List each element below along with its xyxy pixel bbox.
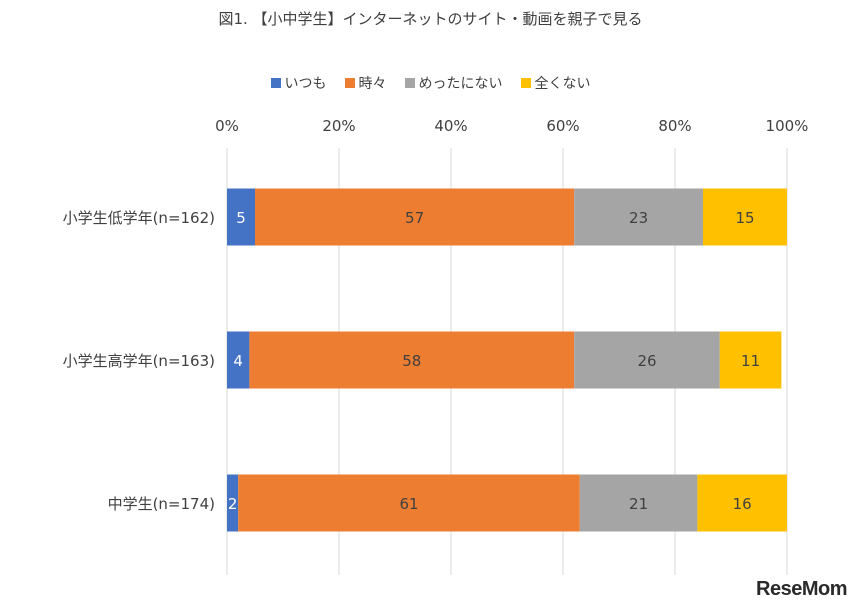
resemom-logo: ReseMom [756, 578, 847, 600]
bar-segment [255, 188, 575, 246]
legend-label: いつも [284, 76, 327, 92]
data-label: 57 [405, 209, 424, 227]
legend-item: 時々 [344, 73, 387, 93]
bar-segment [227, 188, 255, 246]
bar-segment [574, 331, 720, 389]
data-label: 11 [741, 352, 760, 370]
bar-segment [238, 474, 580, 532]
bar-segment [697, 474, 787, 532]
bar-segment [703, 188, 787, 246]
data-label: 16 [733, 495, 752, 513]
x-tick-label: 20% [322, 117, 355, 135]
bar-segment [227, 474, 239, 532]
legend-swatch [520, 78, 531, 88]
legend-label: 時々 [358, 76, 387, 92]
data-label: 5 [236, 209, 246, 227]
legend-item: めったにない [404, 73, 503, 93]
bar-segment [719, 331, 782, 389]
legend: いつも 時々 めったにない 全くない [0, 73, 861, 93]
category-label: 小学生低学年(n=162) [63, 209, 215, 227]
bar-segment [249, 331, 575, 389]
x-tick-label: 0% [215, 117, 239, 135]
category-label: 中学生(n=174) [108, 495, 215, 513]
data-label: 61 [399, 495, 418, 513]
x-tick-label: 80% [658, 117, 691, 135]
x-tick-label: 40% [434, 117, 467, 135]
data-label: 26 [637, 352, 656, 370]
data-label: 4 [233, 352, 243, 370]
legend-label: めったにない [418, 76, 503, 92]
bar-segment [574, 188, 703, 246]
legend-item: いつも [270, 73, 327, 93]
legend-item: 全くない [520, 73, 591, 93]
data-label: 58 [402, 352, 421, 370]
data-label: 21 [629, 495, 648, 513]
legend-swatch [404, 78, 415, 88]
data-label: 23 [629, 209, 648, 227]
x-tick-label: 100% [766, 117, 809, 135]
legend-label: 全くない [534, 76, 591, 92]
bar-segment [579, 474, 698, 532]
legend-swatch [270, 78, 281, 88]
data-label: 15 [735, 209, 754, 227]
chart-title: 図1. 【小中学生】インターネットのサイト・動画を親子で見る [218, 10, 643, 28]
x-tick-label: 60% [546, 117, 579, 135]
data-label: 2 [228, 495, 238, 513]
bar-segment [227, 331, 250, 389]
legend-swatch [344, 78, 355, 88]
category-label: 小学生高学年(n=163) [63, 352, 215, 370]
